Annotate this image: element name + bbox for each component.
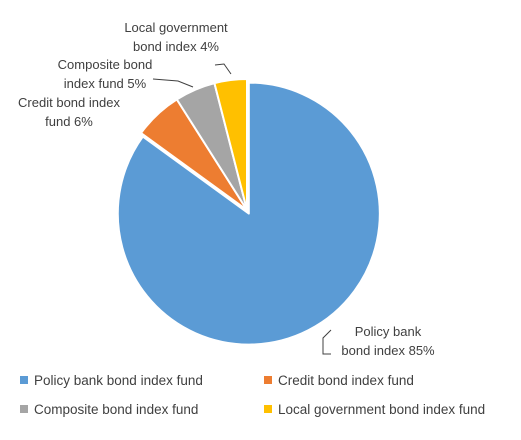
leader-lines (152, 63, 332, 355)
data-label-line: index fund 5% (64, 76, 147, 91)
legend-swatch (264, 405, 272, 413)
legend-swatch (20, 405, 28, 413)
data-label-line: Local government (124, 20, 228, 35)
pie-slices (116, 78, 381, 346)
legend-item-credit-bond-index-fund: Credit bond index fund (264, 373, 414, 388)
legend-label: Local government bond index fund (278, 402, 485, 417)
data-label-line: bond index 85% (341, 343, 435, 358)
legend-label: Policy bank bond index fund (34, 373, 203, 388)
data-label-line: Policy bank (355, 324, 422, 339)
legend-swatch (20, 376, 28, 384)
data-label-credit-bond-index-fund: Credit bond index fund 6% (18, 95, 120, 129)
leader-line-composite-bond-index-fund (152, 78, 194, 88)
data-label-composite-bond-index-fund: Composite bond index fund 5% (58, 57, 153, 91)
legend-item-policy-bank-bond-index-fund: Policy bank bond index fund (20, 373, 203, 388)
legend-item-composite-bond-index-fund: Composite bond index fund (20, 402, 198, 417)
leader-line-local-government-bond-index-fund (214, 63, 232, 75)
data-label-line: bond index 4% (133, 39, 219, 54)
data-label-line: Composite bond (58, 57, 153, 72)
legend-label: Composite bond index fund (34, 402, 198, 417)
data-label-line: Credit bond index (18, 95, 120, 110)
data-labels: Policy bank bond index 85% Credit bond ind… (18, 20, 435, 358)
data-label-line: fund 6% (45, 114, 93, 129)
leader-line-policy-bank-bond-index-fund (322, 329, 332, 355)
pie-slice-policy-bank-bond-index-fund (116, 81, 381, 346)
legend-label: Credit bond index fund (278, 373, 414, 388)
data-label-policy-bank-bond-index-fund: Policy bank bond index 85% (341, 324, 435, 358)
pie-slice-local-government-bond-index-fund (213, 78, 248, 211)
legend-item-local-government-bond-index-fund: Local government bond index fund (264, 402, 485, 417)
data-label-local-government-bond-index-fund: Local government bond index 4% (124, 20, 228, 54)
legend-swatch (264, 376, 272, 384)
legend: Policy bank bond index fund Credit bond i… (20, 373, 485, 417)
